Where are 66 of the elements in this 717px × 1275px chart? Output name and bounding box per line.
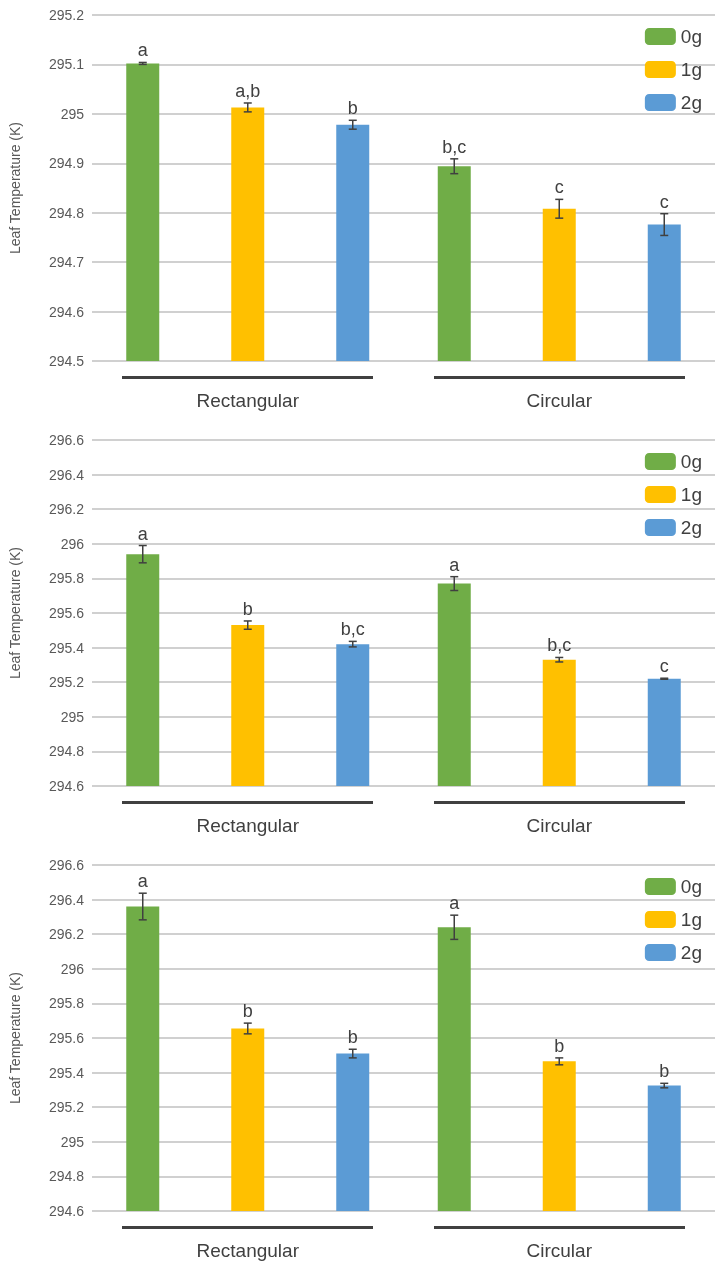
legend-label: 1g: [680, 484, 703, 505]
y-tick-label: 295.8: [48, 995, 85, 1012]
y-tick-label: 295.2: [48, 1099, 85, 1116]
y-tick-label: 296.6: [48, 857, 85, 873]
annotation: c: [659, 191, 669, 212]
y-tick-label: 295.6: [48, 1030, 85, 1046]
annotation: b: [242, 1001, 253, 1022]
annotation: b: [347, 1027, 358, 1048]
y-tick-label: 294.8: [48, 204, 85, 221]
annotation: b,c: [442, 136, 467, 157]
annotation: a: [137, 523, 149, 544]
legend-label: 0g: [680, 876, 703, 897]
legend-label: 2g: [680, 942, 703, 963]
annotation: a: [137, 40, 149, 61]
x-tick-label: Circular: [526, 1240, 593, 1261]
y-tick-label: 295: [60, 105, 85, 122]
annotation: a: [449, 554, 461, 575]
annotation: b: [554, 1035, 565, 1056]
annotation: b: [659, 1061, 670, 1082]
x-tick-label: Circular: [526, 390, 593, 411]
x-tick-label: Rectangular: [196, 1240, 300, 1261]
y-tick-label: 294.8: [48, 1168, 85, 1185]
y-axis-title: Leaf Temperature (K): [7, 971, 23, 1105]
y-tick-label: 295.8: [48, 570, 85, 587]
y-axis-title: Leaf Temperature (K): [7, 546, 23, 680]
y-tick-label: 294.6: [48, 303, 85, 320]
legend-label: 1g: [680, 909, 703, 930]
y-tick-label: 294.7: [48, 254, 85, 271]
y-tick-label: 296.6: [48, 432, 85, 448]
y-axis-title: Leaf Temperature (K): [7, 121, 23, 255]
annotation: a: [449, 893, 461, 914]
y-tick-label: 296.2: [48, 926, 85, 943]
x-tick-label: Rectangular: [196, 815, 300, 836]
legend-label: 1g: [680, 59, 703, 80]
annotation: b: [242, 598, 253, 619]
y-tick-label: 296.4: [48, 466, 85, 483]
x-tick-label: Circular: [526, 815, 593, 836]
annotation: b,c: [547, 635, 572, 656]
y-tick-label: 295.4: [48, 1064, 85, 1081]
y-tick-label: 295: [60, 708, 85, 725]
legend-label: 2g: [680, 517, 703, 538]
x-tick-label: Rectangular: [196, 390, 300, 411]
y-tick-label: 295.2: [48, 674, 85, 691]
y-tick-label: 294.6: [48, 1203, 85, 1219]
y-tick-label: 296.2: [48, 501, 85, 518]
y-tick-label: 296.4: [48, 891, 85, 908]
annotation: b,c: [340, 619, 365, 640]
y-tick-label: 296: [60, 960, 85, 977]
legend-label: 0g: [680, 26, 703, 47]
y-tick-label: 295.2: [48, 7, 85, 23]
legend-label: 2g: [680, 92, 703, 113]
y-tick-label: 294.6: [48, 778, 85, 794]
annotation: c: [659, 656, 669, 677]
y-tick-label: 295.1: [48, 56, 85, 73]
y-tick-label: 294.5: [48, 353, 85, 369]
y-tick-label: 294.8: [48, 743, 85, 760]
y-tick-label: 295.6: [48, 605, 85, 621]
annotation: a: [137, 871, 149, 892]
annotation: c: [554, 177, 564, 198]
annotation: a,b: [235, 80, 261, 101]
y-tick-label: 295: [60, 1133, 85, 1150]
annotation: b: [347, 98, 358, 119]
y-tick-label: 295.4: [48, 639, 85, 656]
legend-label: 0g: [680, 451, 703, 472]
y-tick-label: 294.9: [48, 155, 85, 172]
y-tick-label: 296: [60, 535, 85, 552]
